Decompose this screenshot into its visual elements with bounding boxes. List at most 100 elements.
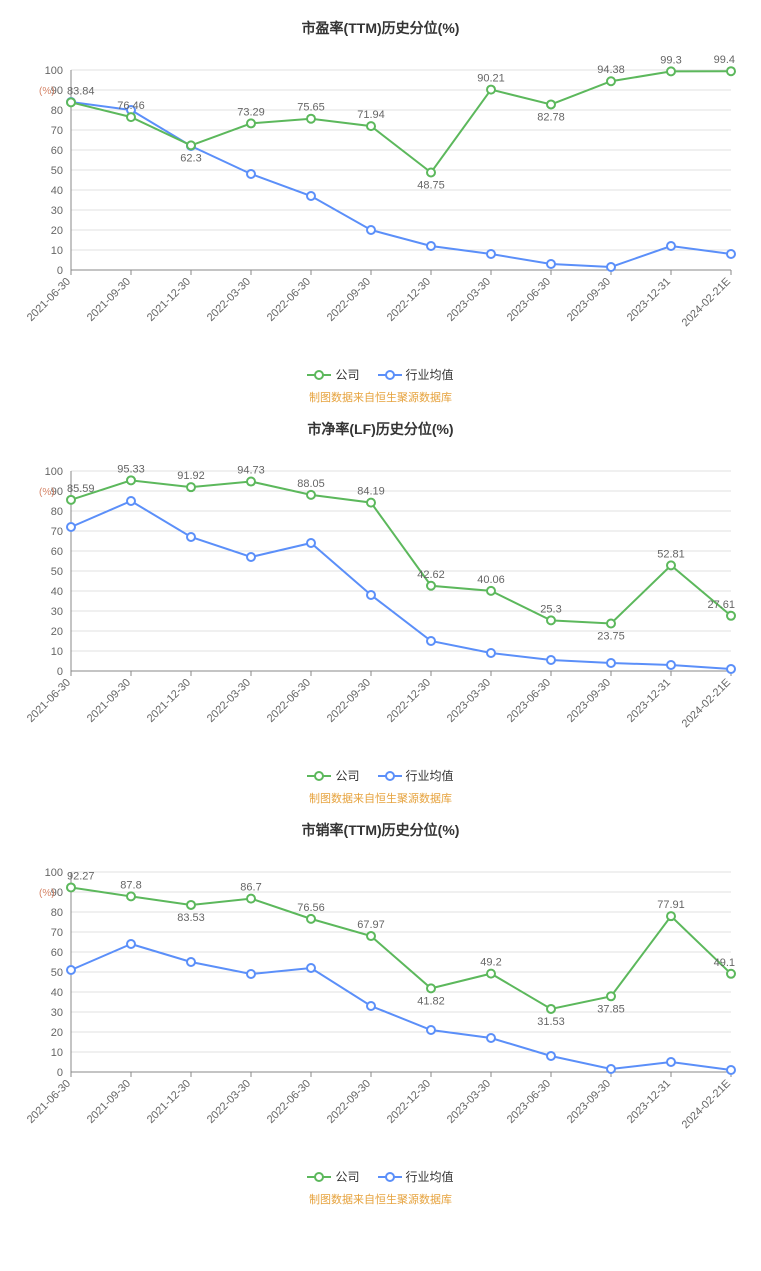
x-tick-label: 2021-12-30 bbox=[144, 1078, 192, 1126]
company-marker bbox=[547, 1005, 555, 1013]
company-data-label: 99.3 bbox=[660, 54, 681, 66]
company-data-label: 77.91 bbox=[657, 899, 685, 911]
y-tick-label: 0 bbox=[56, 666, 62, 678]
industry-marker bbox=[127, 940, 135, 948]
legend-label-company: 公司 bbox=[335, 1168, 359, 1185]
company-data-label: 75.65 bbox=[297, 102, 325, 114]
legend-swatch bbox=[378, 770, 402, 782]
industry-marker bbox=[247, 170, 255, 178]
company-data-label: 42.62 bbox=[417, 569, 445, 581]
legend-item-industry: 行业均值 bbox=[378, 1168, 454, 1185]
y-tick-label: 100 bbox=[44, 65, 62, 77]
y-tick-label: 40 bbox=[50, 987, 62, 999]
x-tick-label: 2022-06-30 bbox=[264, 1078, 312, 1126]
x-tick-label: 2021-09-30 bbox=[84, 276, 132, 324]
legend-label-company: 公司 bbox=[335, 366, 359, 383]
industry-marker bbox=[127, 497, 135, 505]
company-data-label: 91.92 bbox=[177, 470, 205, 482]
legend-item-industry: 行业均值 bbox=[378, 366, 454, 383]
line-chart: 0102030405060708090100(%)2021-06-302021-… bbox=[11, 50, 751, 360]
legend-item-industry: 行业均值 bbox=[378, 767, 454, 784]
company-marker bbox=[127, 476, 135, 484]
legend-label-industry: 行业均值 bbox=[406, 767, 454, 784]
y-tick-label: 70 bbox=[50, 125, 62, 137]
x-tick-label: 2023-09-30 bbox=[564, 1078, 612, 1126]
company-marker bbox=[67, 496, 75, 504]
industry-marker bbox=[67, 966, 75, 974]
y-tick-label: 30 bbox=[50, 205, 62, 217]
company-marker bbox=[547, 100, 555, 108]
industry-series-line bbox=[71, 501, 731, 669]
legend-swatch bbox=[307, 369, 331, 381]
chart-title: 市销率(TTM)历史分位(%) bbox=[0, 820, 761, 840]
x-tick-label: 2022-12-30 bbox=[384, 677, 432, 725]
industry-marker bbox=[307, 539, 315, 547]
company-marker bbox=[127, 113, 135, 121]
company-marker bbox=[67, 883, 75, 891]
company-series-line bbox=[71, 887, 731, 1008]
line-chart: 0102030405060708090100(%)2021-06-302021-… bbox=[11, 852, 751, 1162]
y-tick-label: 40 bbox=[50, 185, 62, 197]
chart-block-1: 市净率(LF)历史分位(%)0102030405060708090100(%)2… bbox=[0, 419, 761, 806]
company-data-label: 27.61 bbox=[707, 599, 735, 611]
x-tick-label: 2023-06-30 bbox=[504, 677, 552, 725]
company-data-label: 31.53 bbox=[537, 1016, 565, 1028]
company-marker bbox=[67, 98, 75, 106]
company-marker bbox=[487, 970, 495, 978]
x-tick-label: 2022-03-30 bbox=[204, 1078, 252, 1126]
company-data-label: 86.7 bbox=[240, 882, 261, 894]
company-marker bbox=[727, 612, 735, 620]
company-data-label: 83.84 bbox=[67, 85, 95, 97]
company-marker bbox=[247, 895, 255, 903]
company-data-label: 49.2 bbox=[480, 957, 501, 969]
industry-series-line bbox=[71, 102, 731, 267]
industry-marker bbox=[187, 958, 195, 966]
company-data-label: 87.8 bbox=[120, 879, 141, 891]
y-tick-label: 50 bbox=[50, 566, 62, 578]
y-tick-label: 40 bbox=[50, 586, 62, 598]
company-data-label: 37.85 bbox=[597, 1003, 625, 1015]
company-marker bbox=[187, 483, 195, 491]
company-marker bbox=[607, 77, 615, 85]
legend-item-company: 公司 bbox=[307, 1168, 359, 1185]
legend-item-company: 公司 bbox=[307, 767, 359, 784]
y-tick-label: 30 bbox=[50, 1007, 62, 1019]
company-marker bbox=[367, 932, 375, 940]
y-tick-label: 20 bbox=[50, 1027, 62, 1039]
industry-marker bbox=[427, 637, 435, 645]
company-data-label: 84.19 bbox=[357, 486, 385, 498]
y-tick-label: 80 bbox=[50, 506, 62, 518]
company-marker bbox=[487, 86, 495, 94]
legend-item-company: 公司 bbox=[307, 366, 359, 383]
industry-marker bbox=[487, 649, 495, 657]
y-tick-label: 10 bbox=[50, 1047, 62, 1059]
company-marker bbox=[547, 616, 555, 624]
chart-block-2: 市销率(TTM)历史分位(%)0102030405060708090100(%)… bbox=[0, 820, 761, 1207]
industry-marker bbox=[667, 1058, 675, 1066]
x-tick-label: 2023-09-30 bbox=[564, 677, 612, 725]
x-tick-label: 2023-03-30 bbox=[444, 276, 492, 324]
x-tick-label: 2023-12-31 bbox=[624, 276, 672, 324]
company-marker bbox=[427, 984, 435, 992]
y-tick-label: 60 bbox=[50, 145, 62, 157]
legend-swatch bbox=[378, 1171, 402, 1183]
industry-marker bbox=[307, 192, 315, 200]
industry-marker bbox=[547, 260, 555, 268]
company-data-label: 52.81 bbox=[657, 548, 685, 560]
chart-block-0: 市盈率(TTM)历史分位(%)0102030405060708090100(%)… bbox=[0, 18, 761, 405]
x-tick-label: 2021-06-30 bbox=[24, 276, 72, 324]
industry-marker bbox=[547, 1052, 555, 1060]
industry-marker bbox=[607, 263, 615, 271]
y-tick-label: 30 bbox=[50, 606, 62, 618]
company-marker bbox=[667, 67, 675, 75]
industry-marker bbox=[247, 970, 255, 978]
company-marker bbox=[487, 587, 495, 595]
industry-marker bbox=[607, 1065, 615, 1073]
industry-marker bbox=[67, 523, 75, 531]
y-tick-label: 70 bbox=[50, 927, 62, 939]
y-tick-label: 0 bbox=[56, 1067, 62, 1079]
company-data-label: 99.4 bbox=[713, 54, 734, 66]
x-tick-label: 2023-12-31 bbox=[624, 1078, 672, 1126]
company-data-label: 48.75 bbox=[417, 180, 445, 192]
x-tick-label: 2021-09-30 bbox=[84, 677, 132, 725]
